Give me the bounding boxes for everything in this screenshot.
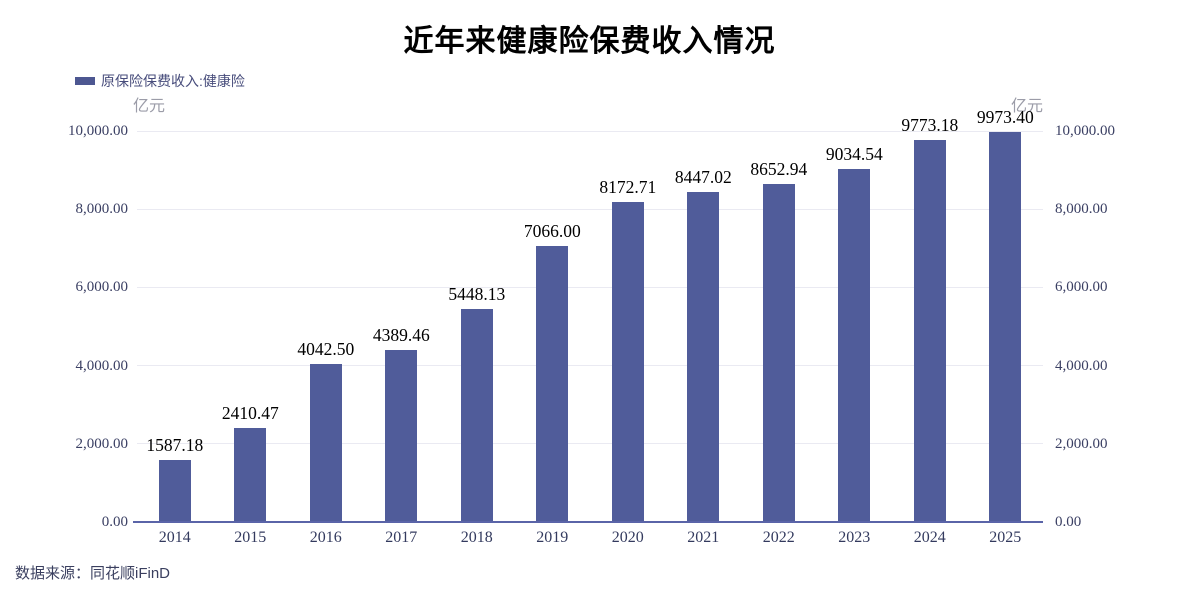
bar-2014: [158, 459, 191, 522]
value-label: 8447.02: [674, 166, 732, 187]
y-axis-tick-left: 10,000.00: [68, 123, 128, 139]
y-axis-tick-right: 4,000.00: [1055, 357, 1108, 374]
value-label: 9034.54: [825, 143, 883, 164]
y-axis-tick-right: 6,000.00: [1055, 279, 1108, 296]
gridline: [137, 443, 1043, 445]
x-axis-label: 2016: [309, 529, 342, 546]
x-axis-label: 2025: [989, 529, 1022, 546]
value-label: 2410.47: [221, 402, 279, 423]
legend-swatch-icon: [75, 77, 95, 85]
bar-2016: [309, 363, 342, 522]
y-axis-tick-right: 8,000.00: [1055, 201, 1108, 218]
bar-2022: [762, 183, 795, 522]
x-axis-label: 2018: [460, 529, 493, 546]
value-label: 8652.94: [750, 158, 808, 179]
y-axis-tick-left: 6,000.00: [75, 279, 129, 296]
legend-label: 原保险保费收入:健康险: [101, 73, 245, 89]
bar-2020: [611, 202, 644, 522]
value-label: 4389.46: [372, 325, 430, 346]
value-label: 9973.40: [976, 107, 1034, 128]
y-axis-tick-left: 2,000.00: [75, 435, 129, 452]
value-label: 9773.18: [901, 114, 959, 135]
bar-2018: [460, 308, 493, 522]
x-axis-label: 2024: [913, 529, 946, 546]
y-axis-tick-right: 10,000.00: [1055, 123, 1115, 139]
data-source: 数据来源：同花顺iFinD: [15, 565, 171, 582]
x-axis-baseline: [133, 521, 1043, 523]
x-axis-label: 2021: [687, 529, 720, 546]
bar-2015: [234, 427, 267, 522]
value-label: 8172.71: [599, 177, 657, 198]
y-axis-tick-right: 2,000.00: [1055, 435, 1108, 452]
x-axis-label: 2014: [158, 529, 191, 546]
x-axis-label: 2020: [611, 529, 644, 546]
y-axis-unit-left: 亿元: [133, 98, 166, 115]
y-axis-tick-left: 4,000.00: [75, 357, 129, 374]
value-label: 4042.50: [297, 338, 355, 359]
x-axis-label: 2017: [385, 529, 418, 546]
y-axis-tick-right: 0.00: [1055, 514, 1082, 530]
bar-2023: [838, 168, 871, 522]
y-axis-tick-left: 0.00: [101, 514, 128, 530]
bar-2024: [913, 139, 946, 522]
gridline: [137, 365, 1043, 367]
y-axis-tick-left: 8,000.00: [75, 201, 129, 218]
value-label: 5448.13: [448, 283, 506, 304]
bar-2019: [536, 245, 569, 522]
bar-2021: [687, 191, 720, 522]
value-label: 7066.00: [523, 220, 581, 241]
y-axis-unit-right: 亿元: [1010, 98, 1043, 115]
bar-2017: [385, 350, 418, 522]
x-axis-label: 2015: [234, 529, 267, 546]
bar-2025: [989, 132, 1022, 522]
x-axis-label: 2022: [762, 529, 795, 546]
value-label: 1587.18: [146, 434, 204, 455]
gridline: [137, 208, 1043, 210]
legend: 原保险保费收入:健康险: [75, 71, 245, 91]
chart-title: 近年来健康险保费收入情况: [403, 25, 776, 58]
x-axis-label: 2019: [536, 529, 569, 546]
gridline: [137, 130, 1043, 132]
x-axis-label: 2023: [838, 529, 871, 546]
gridline: [137, 286, 1043, 288]
